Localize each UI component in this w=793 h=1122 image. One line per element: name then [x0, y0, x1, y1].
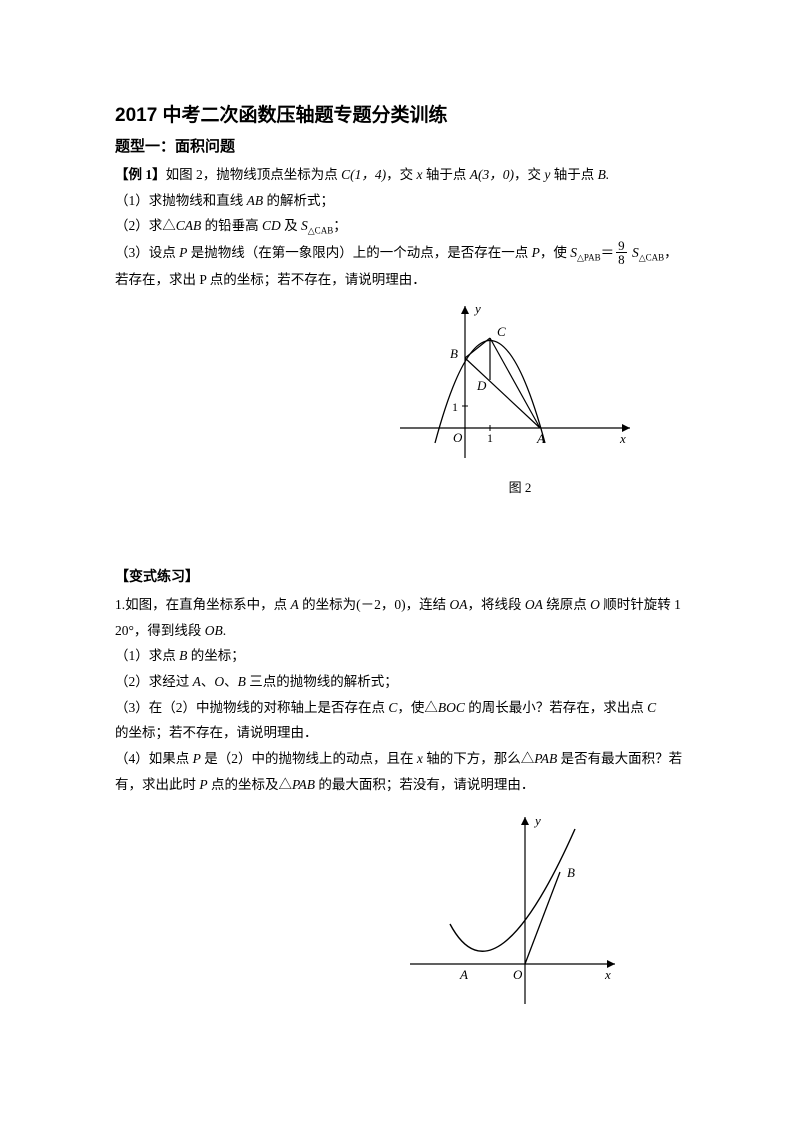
example1-q2: （2）求△CAB 的铅垂高 CD 及 S△CAB；	[115, 213, 683, 240]
svg-text:C: C	[497, 324, 506, 339]
svg-text:1: 1	[487, 431, 493, 445]
page-title: 2017 中考二次函数压轴题专题分类训练	[115, 100, 683, 127]
example1-line1: 【例 1】如图 2，抛物线顶点坐标为点 C(1，4)，交 x 轴于点 A(3，0…	[115, 162, 683, 188]
figure-2: x y A O B	[405, 809, 683, 1014]
svg-text:O: O	[513, 967, 523, 982]
parabola2-chart-icon: x y A O B	[405, 809, 635, 1009]
svg-text:1: 1	[452, 400, 458, 414]
practice-heading: 【变式练习】	[115, 566, 683, 586]
practice-q3: （3）在（2）中抛物线的对称轴上是否存在点 C，使△BOC 的周长最小？若存在，…	[115, 695, 683, 721]
parabola-chart-icon: x y C B D A O 1 1	[395, 298, 645, 468]
svg-text:y: y	[533, 813, 541, 828]
practice-q4: （4）如果点 P 是（2）中的抛物线上的动点，且在 x 轴的下方，那么△PAB …	[115, 746, 683, 797]
svg-text:D: D	[476, 378, 487, 393]
svg-text:x: x	[619, 431, 626, 446]
subtitle: 题型一：面积问题	[115, 135, 683, 156]
figure-1: x y C B D A O 1 1 图 2	[395, 298, 683, 496]
svg-text:A: A	[459, 967, 468, 982]
svg-text:A: A	[536, 431, 545, 446]
fraction-9-8: 98	[616, 239, 627, 266]
practice-p1: 1.如图，在直角坐标系中，点 A 的坐标为(－2，0)，连结 OA，将线段 OA…	[115, 592, 683, 643]
svg-text:x: x	[604, 967, 611, 982]
example1-q1: （1）求抛物线和直线 AB 的解析式；	[115, 188, 683, 214]
practice-q3b: 的坐标；若不存在，请说明理由．	[115, 720, 683, 746]
example-heading: 【例 1】	[115, 167, 166, 182]
svg-text:O: O	[453, 430, 463, 445]
example1-q3-end: 若存在，求出 P 点的坐标；若不存在，请说明理由．	[115, 267, 683, 293]
practice-q2: （2）求经过 A、O、B 三点的抛物线的解析式；	[115, 669, 683, 695]
svg-text:B: B	[450, 346, 458, 361]
example1-q3: （3）设点 P 是抛物线（在第一象限内）上的一个动点，是否存在一点 P，使 S△…	[115, 240, 683, 267]
practice-q1: （1）求点 B 的坐标；	[115, 643, 683, 669]
svg-text:y: y	[473, 301, 481, 316]
svg-text:B: B	[567, 865, 575, 880]
figure-1-caption: 图 2	[395, 477, 645, 496]
